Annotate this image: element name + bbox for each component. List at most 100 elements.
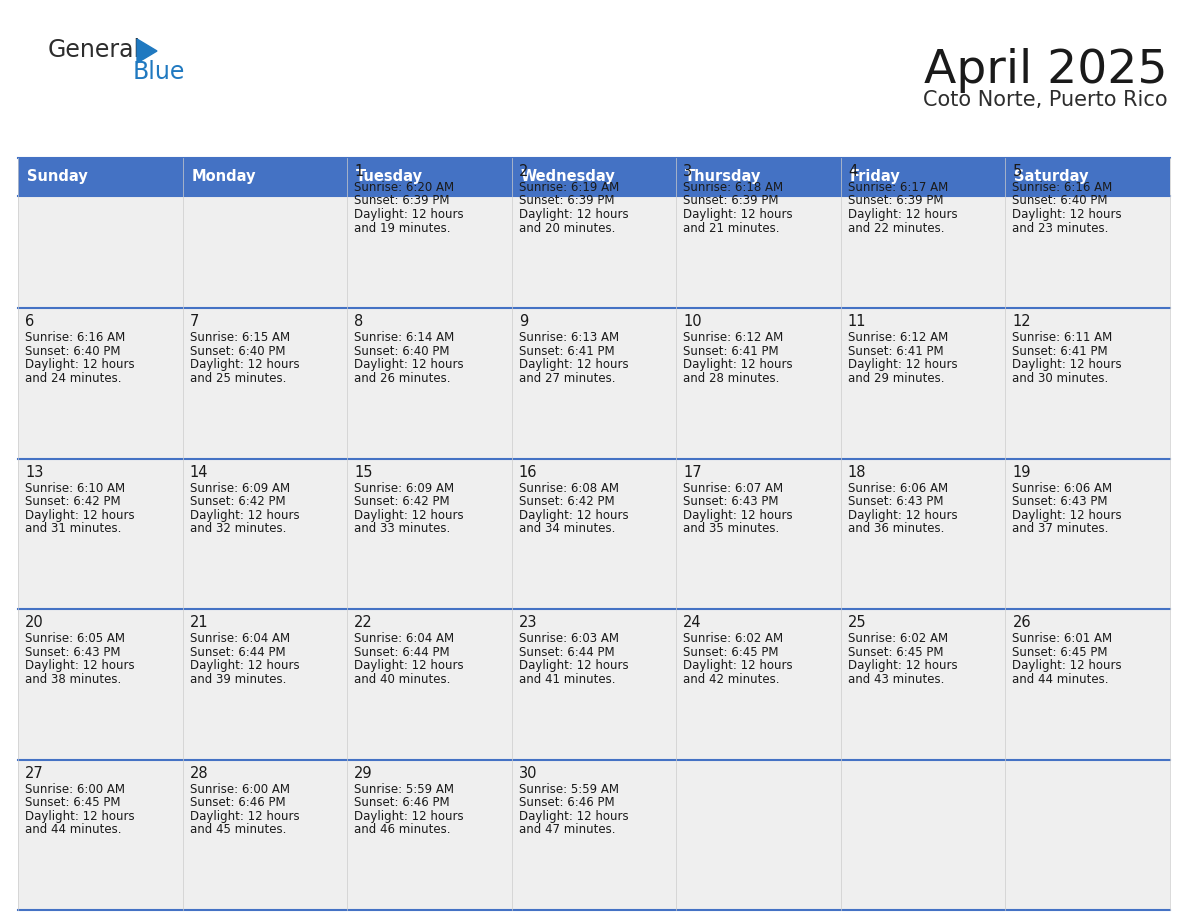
Text: Friday: Friday <box>849 170 901 185</box>
Text: and 42 minutes.: and 42 minutes. <box>683 673 779 686</box>
Text: Daylight: 12 hours: Daylight: 12 hours <box>354 659 463 672</box>
Text: 9: 9 <box>519 314 527 330</box>
Text: Daylight: 12 hours: Daylight: 12 hours <box>190 509 299 521</box>
Bar <box>1005 759 1170 910</box>
Text: 17: 17 <box>683 465 702 480</box>
Text: Sunset: 6:46 PM: Sunset: 6:46 PM <box>519 796 614 809</box>
Text: and 47 minutes.: and 47 minutes. <box>519 823 615 836</box>
Text: 30: 30 <box>519 766 537 780</box>
Text: 26: 26 <box>1012 615 1031 630</box>
Bar <box>347 158 512 308</box>
Text: Sunrise: 6:02 AM: Sunrise: 6:02 AM <box>683 633 783 645</box>
Text: Daylight: 12 hours: Daylight: 12 hours <box>1012 509 1121 521</box>
Text: Daylight: 12 hours: Daylight: 12 hours <box>1012 208 1121 221</box>
Bar <box>676 308 841 459</box>
Text: Daylight: 12 hours: Daylight: 12 hours <box>190 358 299 372</box>
Text: and 21 minutes.: and 21 minutes. <box>683 221 779 234</box>
Text: and 25 minutes.: and 25 minutes. <box>190 372 286 385</box>
Text: 13: 13 <box>25 465 44 480</box>
Bar <box>347 158 512 196</box>
Bar <box>512 759 676 910</box>
Text: Sunset: 6:46 PM: Sunset: 6:46 PM <box>354 796 450 809</box>
Text: Sunset: 6:44 PM: Sunset: 6:44 PM <box>354 645 450 659</box>
Text: 21: 21 <box>190 615 208 630</box>
Text: Sunset: 6:41 PM: Sunset: 6:41 PM <box>683 345 779 358</box>
Text: 24: 24 <box>683 615 702 630</box>
Text: and 31 minutes.: and 31 minutes. <box>25 522 121 535</box>
Text: Sunset: 6:46 PM: Sunset: 6:46 PM <box>190 796 285 809</box>
Text: and 46 minutes.: and 46 minutes. <box>354 823 450 836</box>
Bar <box>183 759 347 910</box>
Text: 5: 5 <box>1012 164 1022 179</box>
Text: Sunset: 6:39 PM: Sunset: 6:39 PM <box>354 195 449 207</box>
Text: Sunset: 6:40 PM: Sunset: 6:40 PM <box>190 345 285 358</box>
Text: Thursday: Thursday <box>685 170 762 185</box>
Text: Sunrise: 6:04 AM: Sunrise: 6:04 AM <box>190 633 290 645</box>
Text: Sunset: 6:42 PM: Sunset: 6:42 PM <box>25 496 121 509</box>
Text: and 22 minutes.: and 22 minutes. <box>848 221 944 234</box>
Text: Monday: Monday <box>191 170 257 185</box>
Text: Daylight: 12 hours: Daylight: 12 hours <box>1012 358 1121 372</box>
Text: Sunset: 6:40 PM: Sunset: 6:40 PM <box>1012 195 1108 207</box>
Bar <box>676 610 841 759</box>
Text: Sunset: 6:45 PM: Sunset: 6:45 PM <box>1012 645 1108 659</box>
Text: 16: 16 <box>519 465 537 480</box>
Text: and 29 minutes.: and 29 minutes. <box>848 372 944 385</box>
Text: Sunset: 6:42 PM: Sunset: 6:42 PM <box>519 496 614 509</box>
Bar <box>841 158 1005 308</box>
Text: 23: 23 <box>519 615 537 630</box>
Text: Tuesday: Tuesday <box>356 170 423 185</box>
Text: and 41 minutes.: and 41 minutes. <box>519 673 615 686</box>
Text: 15: 15 <box>354 465 373 480</box>
Bar <box>347 308 512 459</box>
Text: Sunrise: 6:03 AM: Sunrise: 6:03 AM <box>519 633 619 645</box>
Text: Sunrise: 6:10 AM: Sunrise: 6:10 AM <box>25 482 125 495</box>
Text: Daylight: 12 hours: Daylight: 12 hours <box>1012 659 1121 672</box>
Text: 18: 18 <box>848 465 866 480</box>
Text: Daylight: 12 hours: Daylight: 12 hours <box>354 358 463 372</box>
Bar <box>18 158 183 308</box>
Text: 8: 8 <box>354 314 364 330</box>
Text: 7: 7 <box>190 314 198 330</box>
Text: and 35 minutes.: and 35 minutes. <box>683 522 779 535</box>
Text: Sunrise: 6:08 AM: Sunrise: 6:08 AM <box>519 482 619 495</box>
Text: and 33 minutes.: and 33 minutes. <box>354 522 450 535</box>
Text: Sunrise: 6:00 AM: Sunrise: 6:00 AM <box>190 783 290 796</box>
Bar <box>841 158 1005 196</box>
Text: Blue: Blue <box>133 60 185 84</box>
Text: Sunday: Sunday <box>27 170 88 185</box>
Text: Saturday: Saturday <box>1015 170 1089 185</box>
Text: 14: 14 <box>190 465 208 480</box>
Text: and 43 minutes.: and 43 minutes. <box>848 673 944 686</box>
Bar <box>512 158 676 308</box>
Text: Coto Norte, Puerto Rico: Coto Norte, Puerto Rico <box>923 90 1168 110</box>
Text: Sunrise: 6:06 AM: Sunrise: 6:06 AM <box>848 482 948 495</box>
Bar <box>676 158 841 308</box>
Text: Sunset: 6:41 PM: Sunset: 6:41 PM <box>848 345 943 358</box>
Bar <box>512 158 676 196</box>
Bar <box>841 308 1005 459</box>
Text: Daylight: 12 hours: Daylight: 12 hours <box>848 509 958 521</box>
Text: and 23 minutes.: and 23 minutes. <box>1012 221 1108 234</box>
Text: and 45 minutes.: and 45 minutes. <box>190 823 286 836</box>
Bar <box>18 610 183 759</box>
Text: Sunrise: 6:04 AM: Sunrise: 6:04 AM <box>354 633 454 645</box>
Bar <box>676 759 841 910</box>
Text: Sunset: 6:44 PM: Sunset: 6:44 PM <box>190 645 285 659</box>
Bar <box>347 610 512 759</box>
Bar <box>676 158 841 196</box>
Text: Sunrise: 6:16 AM: Sunrise: 6:16 AM <box>1012 181 1113 194</box>
Bar <box>512 308 676 459</box>
Bar <box>1005 610 1170 759</box>
Text: Sunset: 6:42 PM: Sunset: 6:42 PM <box>190 496 285 509</box>
Text: Daylight: 12 hours: Daylight: 12 hours <box>683 509 792 521</box>
Text: Daylight: 12 hours: Daylight: 12 hours <box>683 659 792 672</box>
Text: Daylight: 12 hours: Daylight: 12 hours <box>25 509 134 521</box>
Polygon shape <box>137 39 157 63</box>
Text: Sunset: 6:39 PM: Sunset: 6:39 PM <box>848 195 943 207</box>
Bar <box>1005 459 1170 610</box>
Text: 11: 11 <box>848 314 866 330</box>
Text: Sunset: 6:45 PM: Sunset: 6:45 PM <box>848 645 943 659</box>
Text: Sunset: 6:40 PM: Sunset: 6:40 PM <box>354 345 449 358</box>
Text: Sunset: 6:41 PM: Sunset: 6:41 PM <box>519 345 614 358</box>
